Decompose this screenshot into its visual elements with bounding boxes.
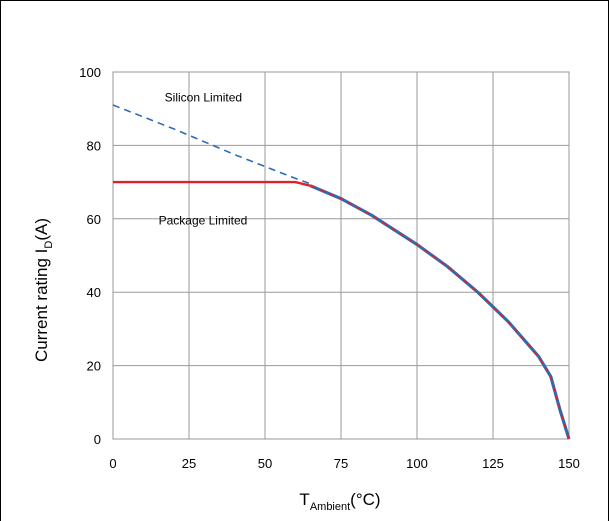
grid-lines <box>112 71 570 440</box>
y-tick-label: 0 <box>94 432 101 447</box>
y-axis-title: Current rating ID(A) <box>32 218 55 362</box>
y-tick-label: 20 <box>87 359 101 374</box>
derating-overlay-line <box>310 185 570 440</box>
annotation-label: Package Limited <box>159 213 248 227</box>
x-tick-label: 75 <box>334 456 348 471</box>
annotations: Silicon Limited Package Limited <box>159 90 248 227</box>
x-tick-label: 25 <box>182 456 196 471</box>
derating-line <box>309 184 571 440</box>
y-tick-label: 100 <box>79 65 101 80</box>
plot-area <box>112 104 571 440</box>
silicon-limited-line <box>112 104 311 185</box>
y-tick-label: 60 <box>87 212 101 227</box>
annotation-label: Silicon Limited <box>165 90 242 104</box>
y-tick-label: 80 <box>87 138 101 153</box>
y-tick-label: 40 <box>87 285 101 300</box>
x-tick-label: 0 <box>109 456 116 471</box>
x-tick-label: 50 <box>258 456 272 471</box>
x-axis-title: TAmbient(°C) <box>299 490 380 513</box>
x-tick-label: 100 <box>406 456 428 471</box>
package-limited-line <box>113 180 311 187</box>
x-tick-label: 150 <box>558 456 580 471</box>
x-tick-label: 125 <box>482 456 504 471</box>
tick-labels: 0 25 50 75 100 125 150 0 20 40 60 80 100 <box>79 65 580 471</box>
